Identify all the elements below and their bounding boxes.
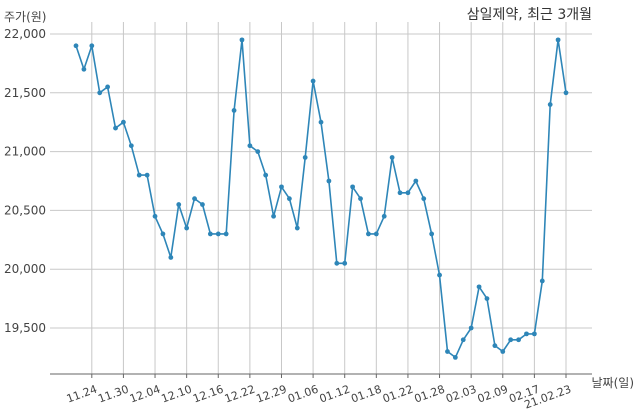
data-point (263, 172, 269, 178)
data-point (200, 202, 205, 207)
data-point (531, 331, 537, 337)
data-point (555, 37, 561, 43)
data-point (524, 331, 529, 337)
chart-title: 삼일제약, 최근 3개월 (466, 7, 592, 23)
data-point (286, 196, 292, 202)
data-point (500, 349, 506, 354)
x-tick-label: 01.22 (381, 383, 415, 406)
data-point (247, 143, 253, 149)
data-point (413, 178, 419, 184)
data-point (358, 196, 363, 202)
data-point (231, 108, 237, 113)
data-point (373, 231, 379, 237)
y-tick-label: 20,000 (4, 262, 46, 276)
y-tick-label: 21,500 (4, 86, 46, 100)
data-point (516, 337, 521, 343)
data-point (508, 337, 514, 343)
data-point (547, 102, 553, 107)
x-tick-label: 01.12 (318, 383, 352, 406)
data-point (342, 260, 348, 266)
y-tick-label: 20,500 (4, 203, 46, 217)
data-point (389, 155, 395, 160)
data-point (113, 125, 118, 131)
data-point (437, 272, 442, 278)
data-point (121, 119, 126, 125)
data-point (255, 149, 261, 155)
x-tick-label: 01.06 (286, 383, 320, 406)
data-point (97, 90, 103, 96)
y-axis-label: 주가(원) (4, 10, 47, 24)
x-tick-label: 12.04 (128, 383, 162, 406)
data-point (207, 231, 213, 237)
data-point (160, 231, 166, 237)
data-point (89, 43, 95, 49)
data-point (271, 213, 276, 219)
x-tick-label: 01.28 (413, 383, 447, 406)
y-tick-label: 21,000 (4, 145, 46, 159)
data-point (294, 225, 300, 231)
data-point (460, 337, 466, 343)
x-tick-label: 12.16 (191, 383, 225, 406)
series-line (75, 39, 567, 359)
data-point (381, 213, 387, 219)
x-tick-label: 12.10 (160, 383, 194, 406)
data-point (318, 119, 324, 125)
data-point (484, 296, 490, 301)
data-point (445, 349, 450, 354)
data-point (326, 178, 332, 184)
data-point (144, 172, 150, 178)
data-point (476, 284, 482, 290)
x-tick-label: 02.09 (476, 383, 510, 406)
x-tick-label: 11.30 (96, 383, 130, 406)
data-point (302, 155, 308, 160)
data-point (350, 184, 356, 190)
data-point (239, 37, 245, 43)
x-tick-label: 12.29 (254, 383, 288, 406)
data-point (73, 43, 79, 49)
data-point (539, 278, 545, 284)
data-point (334, 260, 340, 266)
data-point (492, 343, 498, 349)
data-point (279, 184, 284, 190)
y-tick-label: 19,500 (4, 321, 46, 335)
data-point (168, 255, 174, 260)
data-point (405, 190, 411, 196)
x-axis-label: 날짜(일) (591, 376, 634, 390)
data-point (563, 90, 569, 96)
data-point (468, 325, 474, 331)
x-tick-label: 02.03 (444, 383, 478, 406)
data-point (397, 190, 403, 196)
data-point (421, 196, 427, 202)
data-point (223, 231, 229, 237)
data-point (215, 231, 221, 237)
y-tick-label: 22,000 (4, 27, 46, 41)
data-point (192, 196, 197, 202)
data-point (452, 355, 458, 360)
x-tick-label: 11.24 (65, 383, 99, 406)
data-point (310, 78, 316, 84)
data-point (429, 231, 435, 237)
data-point (366, 231, 371, 237)
data-point (184, 225, 190, 231)
x-tick-label: 01.18 (349, 383, 383, 406)
data-point (81, 66, 87, 72)
data-point (152, 213, 158, 219)
x-tick-label: 12.22 (223, 383, 257, 406)
data-point (128, 143, 134, 149)
data-point (105, 84, 111, 90)
data-point (136, 172, 142, 178)
data-point (176, 202, 182, 207)
